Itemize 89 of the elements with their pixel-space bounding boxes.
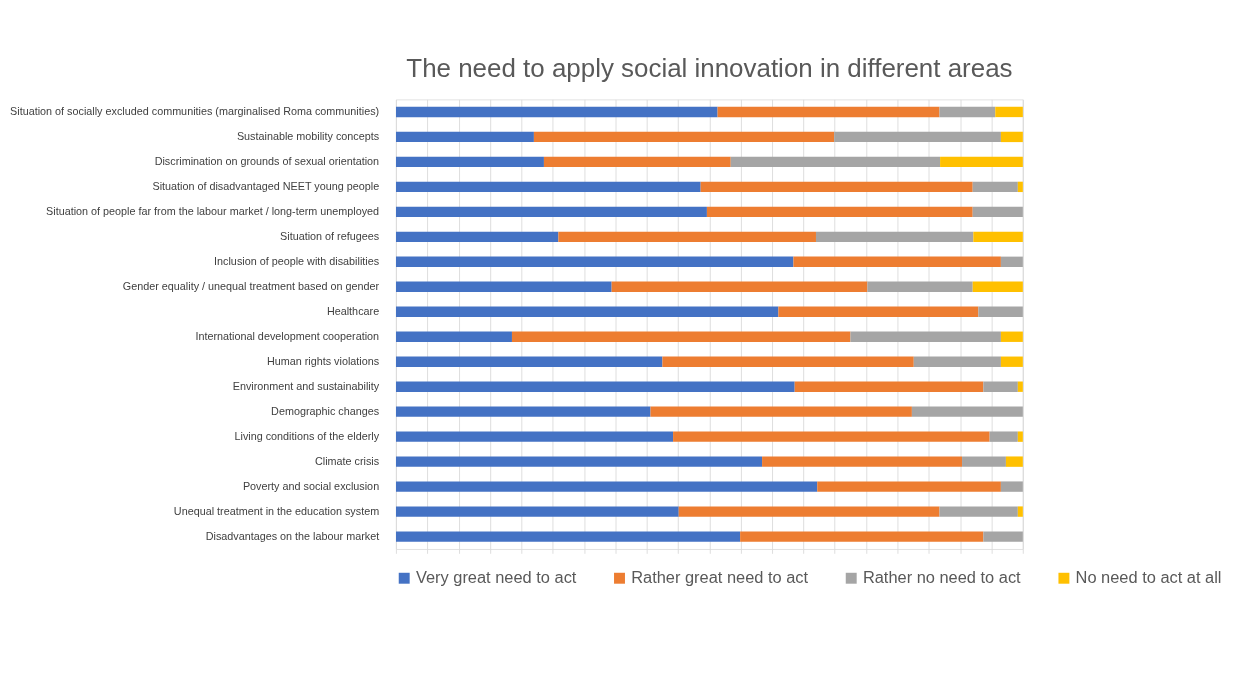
bar	[396, 406, 651, 417]
y-tick-label: Gender equality / unequal treatment based on gender	[122, 280, 380, 293]
bar	[396, 106, 718, 118]
y-tick-label: Healthcare	[326, 305, 380, 318]
bar	[706, 206, 973, 218]
bar	[396, 131, 534, 143]
bar	[815, 231, 974, 243]
bar	[1017, 431, 1023, 442]
bar	[740, 531, 984, 542]
bar	[939, 506, 1018, 517]
bar	[1000, 331, 1023, 342]
y-tick-label: Poverty and social exclusion	[242, 480, 380, 493]
bar	[972, 181, 1018, 193]
bar	[717, 106, 940, 118]
bar	[396, 231, 559, 243]
bar	[913, 356, 1001, 367]
bar	[962, 456, 1006, 467]
bar	[396, 156, 544, 168]
bar	[650, 406, 912, 417]
bar	[678, 506, 940, 517]
y-tick-label: Situation of socially excluded communities (marginalised Roma communities)	[10, 105, 380, 118]
y-tick-label: Unequal treatment in the education system	[173, 505, 380, 518]
chart-title: The need to apply social innovation in different areas	[406, 53, 1013, 82]
bar	[1000, 481, 1023, 492]
bar	[972, 206, 1023, 218]
y-tick-label: Discrimination on grounds of sexual orientation	[154, 155, 380, 168]
legend-label: No need to act at all	[1075, 568, 1222, 587]
bar	[396, 531, 741, 542]
y-tick-label: Living conditions of the elderly	[234, 430, 380, 443]
bar	[989, 431, 1018, 442]
y-tick-label: Climate crisis	[314, 455, 380, 468]
bar	[1000, 256, 1023, 267]
bar	[1000, 131, 1023, 143]
bar	[700, 181, 973, 193]
bar	[983, 531, 1023, 542]
bar	[1005, 456, 1023, 467]
y-tick-label: Situation of disadvantaged NEET young people	[152, 180, 380, 193]
bar	[911, 406, 1023, 417]
bar	[817, 481, 1001, 492]
bar	[850, 331, 1001, 342]
legend-label: Rather no need to act	[862, 568, 1022, 587]
bar	[611, 281, 868, 292]
bar	[558, 231, 816, 243]
bar	[978, 306, 1023, 317]
bar	[794, 381, 984, 392]
bar	[396, 331, 512, 342]
y-tick-label: Environment and sustainability	[232, 380, 380, 393]
bar	[762, 456, 963, 467]
y-tick-label: Situation of people far from the labour market / long-term unemployed	[46, 205, 380, 218]
bar	[1000, 356, 1023, 367]
bar	[793, 256, 1001, 267]
bar	[396, 206, 707, 218]
bar	[834, 131, 1001, 143]
y-tick-label: Sustainable mobility concepts	[236, 130, 380, 143]
bar	[1017, 181, 1023, 193]
bar	[543, 156, 731, 168]
y-tick-label: International development cooperation	[195, 330, 380, 343]
y-tick-label: Inclusion of people with disabilities	[214, 255, 380, 268]
bar	[396, 506, 679, 517]
bar	[995, 106, 1023, 118]
bar	[983, 381, 1018, 392]
bar	[396, 356, 663, 367]
bar	[1017, 506, 1023, 517]
y-tick-label: Demographic changes	[271, 405, 380, 418]
bar	[396, 306, 779, 317]
bar	[867, 281, 973, 292]
bar	[673, 431, 990, 442]
bar	[973, 231, 1023, 243]
bar	[662, 356, 914, 367]
bar	[396, 431, 674, 442]
bar	[396, 481, 818, 492]
y-tick-label: Situation of refugees	[280, 230, 380, 243]
legend-label: Very great need to act	[415, 568, 577, 587]
legend-label: Rather great need to act	[631, 568, 809, 587]
y-tick-label: Disadvantages on the labour market	[205, 530, 380, 543]
bar	[778, 306, 979, 317]
bar	[396, 281, 612, 292]
bar	[396, 381, 795, 392]
bar	[396, 256, 794, 267]
bar	[940, 156, 1023, 168]
bar	[1017, 381, 1023, 392]
bar	[939, 106, 996, 118]
bar	[511, 331, 851, 342]
bar	[396, 456, 763, 467]
bar	[730, 156, 941, 168]
bar	[972, 281, 1023, 292]
bar	[396, 181, 701, 193]
y-tick-label: Human rights violations	[266, 355, 380, 368]
bar	[533, 131, 835, 143]
